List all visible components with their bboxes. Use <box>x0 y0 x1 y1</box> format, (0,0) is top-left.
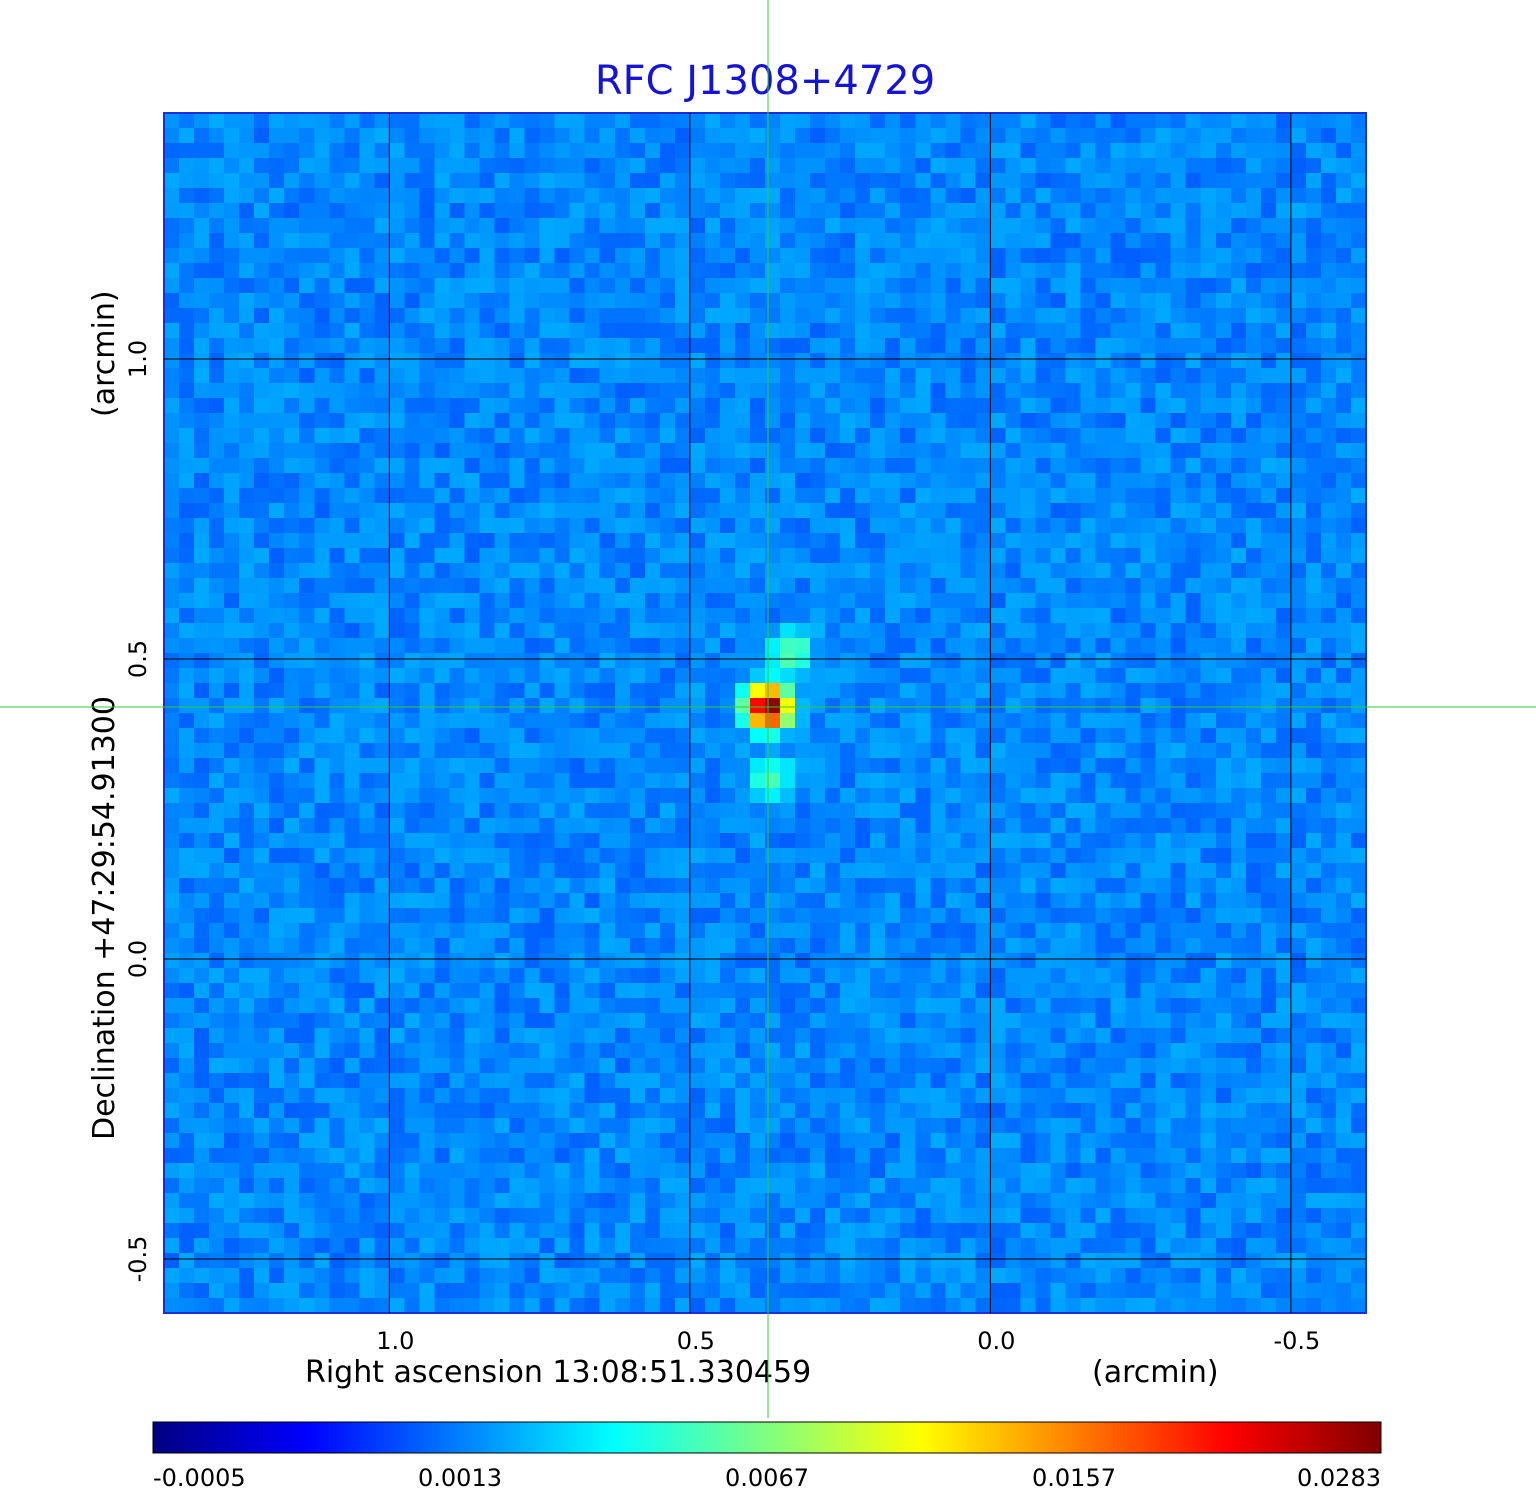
colorbar-tick-labels: -0.0005 0.0013 0.0067 0.0157 0.0283 <box>153 1464 1381 1492</box>
x-tick-label: 0.0 <box>977 1327 1015 1355</box>
image-plot-area <box>163 112 1367 1314</box>
y-axis-unit: (arcmin) <box>87 290 122 417</box>
y-tick-label: 1.0 <box>124 340 152 378</box>
y-tick-label: -0.5 <box>124 1236 152 1283</box>
colorbar-tick-label: 0.0283 <box>1297 1464 1381 1492</box>
colorbar-tick-label: 0.0067 <box>725 1464 809 1492</box>
x-tick-label: -0.5 <box>1273 1327 1320 1355</box>
colorbar-gradient <box>152 1421 1382 1454</box>
colorbar-tick-label: 0.0157 <box>1032 1464 1116 1492</box>
intensity-heatmap <box>164 113 1366 1313</box>
x-axis-label: Right ascension 13:08:51.330459 <box>305 1355 811 1390</box>
y-tick-label: 0.0 <box>124 940 152 978</box>
y-axis-label: Declination +47:29:54.91300 <box>87 696 122 1140</box>
x-tick-label: 1.0 <box>376 1327 414 1355</box>
crosshair <box>0 0 1536 1418</box>
x-axis-unit: (arcmin) <box>1092 1355 1219 1390</box>
plot-frame <box>163 112 1367 1314</box>
colorbar-tick-label: 0.0013 <box>418 1464 502 1492</box>
coordinate-grid <box>164 113 1366 1313</box>
colorbar-tick-label: -0.0005 <box>153 1464 246 1492</box>
y-tick-label: 0.5 <box>124 640 152 678</box>
x-axis-tick-labels: 1.0 0.5 0.0 -0.5 <box>376 1327 1320 1355</box>
colorbar: -0.0005 0.0013 0.0067 0.0157 0.0283 <box>152 1421 1382 1492</box>
x-tick-label: 0.5 <box>677 1327 715 1355</box>
chart-title: RFC J1308+4729 <box>595 58 935 104</box>
y-axis-tick-labels: 1.0 0.5 0.0 -0.5 <box>124 340 152 1283</box>
